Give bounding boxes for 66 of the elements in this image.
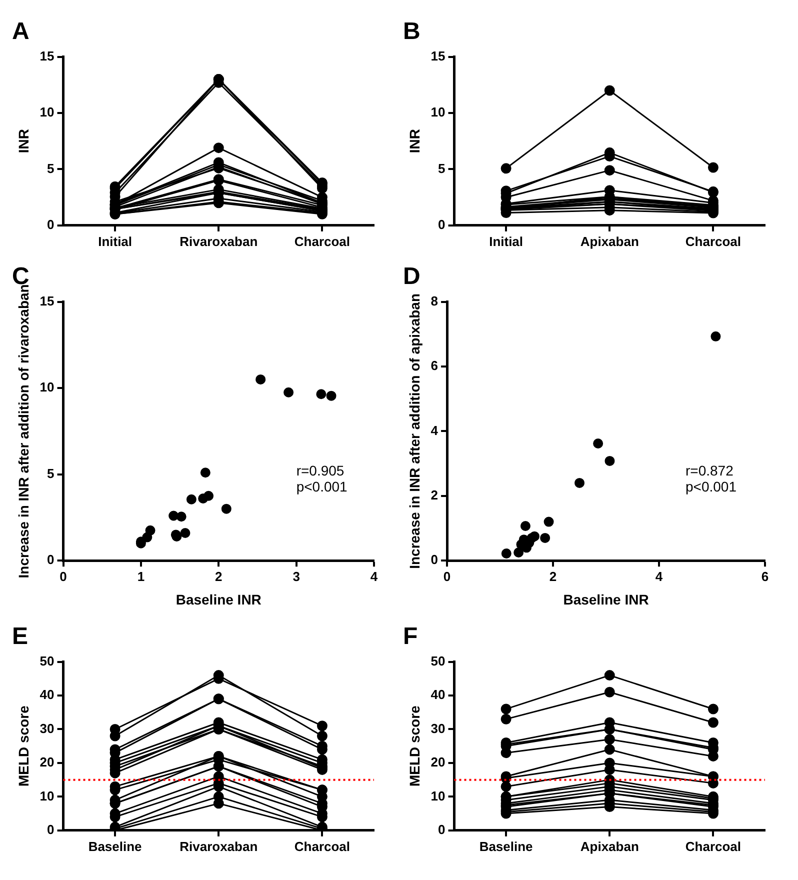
y-tick-label: 30 [40,720,54,736]
x-tick-label: Charcoal [685,234,742,249]
x-tick-label: Charcoal [294,234,350,249]
y-tick-label: 5 [47,160,54,176]
x-tick-label: Apixaban [580,234,639,249]
y-tick-label: 0 [47,552,54,568]
x-tick-label: 3 [292,568,300,584]
x-tick-label: Charcoal [685,838,742,854]
y-tick-label: 6 [430,358,438,374]
y-tick-label: 15 [40,293,54,308]
x-tick-label: 4 [370,568,378,584]
x-tick-label: 4 [655,568,664,584]
y-axis-title: MELD score [15,705,32,787]
y-tick-label: 15 [430,48,446,64]
y-axis-title: Increase in INR after addition of rivaroxaban [15,284,32,578]
y-tick-label: 2 [430,487,438,502]
x-axis-title: Baseline INR [176,591,262,608]
y-tick-label: 40 [40,687,54,702]
annotation: r=0.905 [296,462,344,479]
y-tick-label: 15 [40,48,54,64]
chart-title: D [403,263,420,290]
annotation: r=0.872 [686,462,734,479]
y-tick-label: 20 [430,754,446,770]
chart-title: E [12,623,28,650]
y-tick-label: 0 [47,822,54,837]
y-tick-label: 0 [430,552,438,568]
chart-title: B [403,18,420,46]
y-axis-title: INR [15,129,32,154]
y-tick-label: 0 [438,216,446,232]
y-tick-label: 20 [40,754,54,770]
x-tick-label: 1 [137,568,145,584]
y-tick-label: 10 [430,104,446,120]
chart-title: A [12,18,30,46]
x-tick-label: Baseline [88,838,142,854]
y-tick-label: 5 [438,160,446,176]
chart-title: F [403,623,418,650]
x-tick-label: Initial [489,234,524,249]
x-tick-label: Charcoal [294,838,350,854]
annotation: p<0.001 [296,478,348,495]
y-tick-label: 10 [40,104,54,120]
y-axis-title: INR [406,129,422,154]
y-tick-label: 10 [430,788,446,804]
x-axis-title: Baseline INR [563,591,649,608]
y-tick-label: 10 [40,788,54,804]
x-tick-label: 2 [549,568,557,584]
y-axis-title: MELD score [406,705,422,787]
y-tick-label: 4 [430,422,439,438]
y-tick-label: 0 [438,822,446,837]
x-tick-label: Apixaban [580,838,639,854]
y-tick-label: 50 [430,653,446,668]
x-tick-label: Initial [98,234,132,249]
y-tick-label: 8 [430,293,438,308]
annotation: p<0.001 [686,478,737,495]
y-tick-label: 50 [40,653,54,668]
x-tick-label: Rivaroxaban [180,838,258,854]
x-tick-label: Rivaroxaban [180,234,258,249]
x-tick-label: Baseline [479,838,533,854]
y-tick-label: 0 [47,216,54,232]
x-tick-label: 6 [761,568,769,584]
x-tick-label: 0 [60,568,67,584]
y-axis-title: Increase in INR after addition of apixaban [406,293,422,569]
y-tick-label: 40 [430,687,446,702]
y-tick-label: 30 [430,720,446,736]
x-tick-label: 2 [215,568,222,584]
y-tick-label: 10 [40,380,54,395]
y-tick-label: 5 [47,466,54,481]
